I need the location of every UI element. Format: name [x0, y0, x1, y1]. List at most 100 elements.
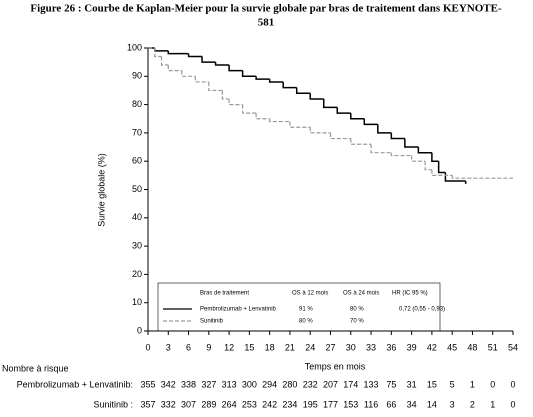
- survival-step: [431, 152, 439, 162]
- risk-value: 253: [242, 399, 257, 409]
- survival-step: [242, 104, 257, 114]
- y-tick-label: 90: [132, 71, 142, 81]
- survival-step: [160, 56, 169, 66]
- risk-value: 307: [181, 399, 196, 409]
- risk-value: 133: [364, 379, 379, 389]
- survival-step: [228, 64, 243, 72]
- survival-step: [295, 87, 311, 95]
- x-tick-label: 6: [186, 342, 191, 352]
- survival-step: [431, 169, 453, 176]
- legend-header: HR (IC 95 %): [392, 291, 428, 297]
- risk-value: 195: [303, 399, 318, 409]
- risk-value: 294: [262, 379, 277, 389]
- risk-label: Sunitinib :: [93, 399, 133, 409]
- y-tick-label: 60: [132, 156, 142, 166]
- x-tick-label: 9: [206, 342, 211, 352]
- risk-value: 5: [450, 379, 455, 389]
- survival-step: [228, 98, 243, 106]
- x-tick-label: 45: [447, 342, 457, 352]
- x-tick-label: 15: [244, 342, 254, 352]
- risk-value: 234: [282, 399, 297, 409]
- risk-value: 177: [323, 399, 338, 409]
- legend-cell: 80 %: [350, 307, 364, 313]
- survival-step: [350, 113, 365, 120]
- risk-value: 332: [161, 399, 176, 409]
- risk-value: 300: [242, 379, 257, 389]
- risk-value: 338: [181, 379, 196, 389]
- y-tick-label: 100: [127, 42, 142, 52]
- risk-value: 264: [222, 399, 237, 409]
- survival-step: [221, 90, 230, 100]
- survival-step: [390, 132, 405, 140]
- risk-value: 280: [282, 379, 297, 389]
- risk-value: 75: [386, 379, 396, 389]
- y-tick-label: 10: [132, 297, 142, 307]
- survival-step: [377, 124, 392, 134]
- risk-value: 174: [343, 379, 358, 389]
- survival-step: [437, 161, 446, 174]
- risk-value: 0: [510, 399, 515, 409]
- risk-value: 15: [427, 379, 437, 389]
- y-tick-label: 70: [132, 127, 142, 137]
- legend-cell: 80 %: [299, 319, 313, 325]
- y-tick-label: 30: [132, 240, 142, 250]
- y-tick-label: 0: [137, 325, 142, 335]
- x-tick-label: 12: [224, 342, 234, 352]
- x-axis-label: Temps en mois: [305, 361, 366, 371]
- survival-step: [309, 127, 331, 134]
- survival-step: [451, 175, 513, 179]
- y-tick-label: 80: [132, 99, 142, 109]
- risk-value: 242: [262, 399, 277, 409]
- survival-step: [269, 118, 290, 123]
- survival-step: [208, 81, 223, 92]
- risk-value: 116: [364, 399, 378, 409]
- risk-value: 1: [490, 399, 495, 409]
- survival-step: [411, 155, 426, 162]
- survival-step: [309, 93, 324, 100]
- risk-value: 34: [407, 399, 417, 409]
- survival-step: [201, 56, 216, 63]
- legend-label: Pembrolizumab + Lenvatinib: [200, 307, 277, 313]
- risk-label: Pembrolizumab + Lenvatinib:: [17, 379, 133, 389]
- survival-step: [329, 132, 351, 140]
- legend-header: OS à 12 mois: [292, 291, 328, 297]
- x-tick-label: 27: [325, 342, 335, 352]
- survival-step: [370, 144, 392, 154]
- survival-step: [322, 98, 338, 109]
- legend-label: Sunitinib: [200, 319, 224, 325]
- x-tick-label: 30: [346, 342, 356, 352]
- survival-step: [417, 147, 432, 154]
- survival-step: [363, 118, 378, 126]
- survival-step: [289, 121, 311, 128]
- risk-value: 357: [140, 399, 155, 409]
- legend-header: OS à 24 mois: [343, 291, 379, 297]
- risk-value: 327: [201, 379, 216, 389]
- x-tick-label: 36: [386, 342, 396, 352]
- survival-step: [390, 152, 412, 157]
- risk-value: 342: [161, 379, 176, 389]
- survival-step: [154, 48, 162, 58]
- risk-value: 1: [470, 379, 475, 389]
- chart-title: 581: [258, 17, 275, 29]
- x-tick-label: 42: [427, 342, 437, 352]
- risk-title: Nombre à risque: [2, 363, 69, 373]
- risk-value: 3: [450, 399, 455, 409]
- risk-value: 0: [510, 379, 515, 389]
- survival-step: [187, 53, 203, 58]
- survival-step: [255, 113, 270, 120]
- legend-cell: 0,72 (0,55 - 0,93): [399, 307, 445, 313]
- survival-step: [336, 107, 351, 114]
- x-tick-label: 0: [145, 342, 150, 352]
- survival-step: [268, 79, 284, 83]
- y-axis-label: Survie globale (%): [96, 153, 106, 227]
- legend-cell: 70 %: [350, 319, 364, 325]
- survival-step: [255, 76, 270, 80]
- survival-step: [167, 64, 182, 72]
- risk-value: 2: [470, 399, 475, 409]
- survival-step: [194, 76, 209, 83]
- survival-step: [214, 62, 230, 66]
- x-tick-label: 18: [265, 342, 275, 352]
- x-tick-label: 3: [166, 342, 171, 352]
- risk-value: 0: [490, 379, 495, 389]
